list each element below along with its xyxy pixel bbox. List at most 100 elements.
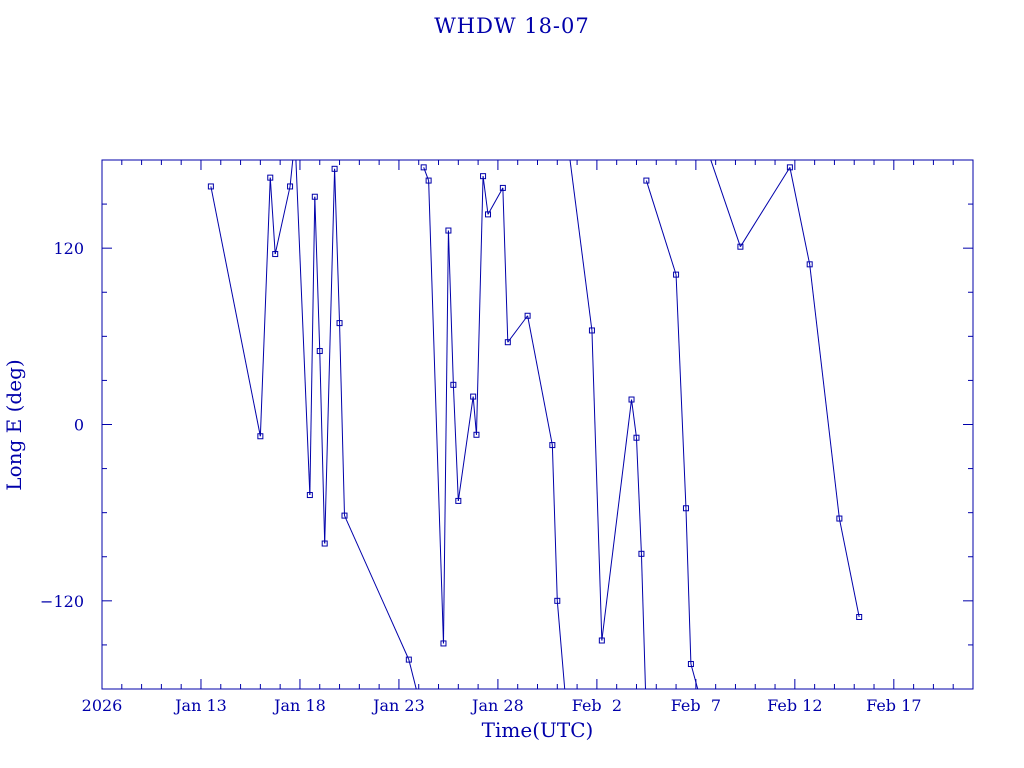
x-tick-label: Feb 17	[866, 696, 921, 715]
plot-frame	[101, 159, 974, 690]
x-tick-label: Feb 7	[671, 696, 721, 715]
y-tick-labels: −120 0 120	[40, 239, 84, 611]
data-point	[470, 393, 477, 400]
series-segment	[334, 168, 341, 324]
data-point	[316, 348, 323, 355]
x-tick-label: Feb 12	[767, 696, 822, 715]
series-segment	[482, 176, 489, 215]
data-point	[420, 164, 427, 171]
series-segment	[319, 351, 326, 544]
series-segment	[675, 274, 687, 509]
series-segment	[710, 160, 741, 247]
data-point	[554, 597, 561, 604]
data-point	[455, 497, 462, 504]
x-tick-label: 2026	[82, 696, 123, 715]
series-segment	[838, 518, 860, 618]
series-segment	[289, 160, 294, 187]
series-segment	[556, 600, 566, 689]
series-segment	[640, 553, 646, 689]
data-point	[336, 320, 343, 327]
series-segment	[452, 384, 459, 501]
x-tick-label: Jan 18	[272, 696, 326, 715]
x-tick-labels: 2026 Jan 13 Jan 18 Jan 23 Jan 28 Feb 2 Feb 7 Fe…	[82, 696, 922, 715]
series-segment	[507, 315, 529, 343]
data-point	[633, 434, 640, 441]
x-axis-label: Time(UTC)	[481, 718, 594, 742]
data-point	[673, 271, 680, 278]
data-point	[687, 661, 694, 668]
series-segment	[645, 180, 677, 275]
data-point	[207, 183, 214, 190]
data-point	[445, 227, 452, 234]
plot-area	[207, 160, 863, 689]
x-tick-label: Jan 13	[173, 696, 227, 715]
series-segment	[809, 264, 840, 519]
data-point	[287, 183, 294, 190]
data-point	[836, 515, 843, 522]
series-segment	[551, 445, 558, 601]
series-segment	[631, 399, 637, 438]
series-segment	[447, 230, 454, 385]
data-point	[331, 165, 338, 172]
series-segment	[309, 196, 316, 496]
data-point	[638, 550, 645, 557]
series-segment	[591, 330, 603, 641]
series-segment	[428, 180, 444, 644]
x-tick-label: Feb 2	[572, 696, 622, 715]
data-point	[598, 637, 605, 644]
series-segment	[527, 315, 553, 446]
series-segment	[690, 663, 699, 689]
series-segment	[789, 167, 811, 265]
series-segment	[502, 187, 509, 343]
series-segment	[472, 396, 477, 435]
series-segment	[685, 508, 692, 665]
data-point	[450, 381, 457, 388]
y-tick-label: 0	[74, 416, 84, 435]
data-point	[524, 312, 531, 319]
series-segment	[314, 196, 321, 352]
data-point	[643, 177, 650, 184]
data-point	[473, 431, 480, 438]
series-segment	[339, 323, 345, 516]
series-segment	[487, 187, 504, 215]
data-point	[628, 396, 635, 403]
data-point	[306, 492, 313, 499]
data-point	[737, 243, 744, 250]
x-tick-label: Jan 23	[371, 696, 425, 715]
data-point	[405, 656, 412, 663]
data-point	[257, 433, 264, 440]
data-point	[856, 613, 863, 620]
series-segment	[442, 230, 449, 644]
series-segment	[344, 515, 410, 660]
series-segment	[601, 399, 633, 641]
x-tick-label: Jan 28	[470, 696, 524, 715]
data-point	[499, 184, 506, 191]
data-point	[480, 173, 487, 180]
data-point	[485, 211, 492, 218]
y-axis-label: Long E (deg)	[2, 359, 26, 491]
data-point	[425, 177, 432, 184]
data-point	[504, 339, 511, 346]
chart-title: WHDW 18-07	[434, 14, 590, 38]
series-segment	[210, 186, 261, 437]
data-point	[311, 193, 318, 200]
series-segment	[739, 167, 791, 247]
data-point	[786, 164, 793, 171]
series-segment	[295, 160, 311, 496]
series-segment	[259, 177, 271, 437]
series-segment	[269, 177, 276, 255]
data-point	[806, 261, 813, 268]
data-point	[272, 251, 279, 258]
series-segment	[324, 168, 336, 544]
series-segment	[274, 186, 291, 255]
y-tick-label: 120	[53, 239, 84, 258]
series-segment	[475, 176, 484, 435]
data-point	[267, 174, 274, 181]
data-point	[341, 512, 348, 519]
axis-ticks	[102, 160, 973, 689]
data-point	[682, 505, 689, 512]
data-point	[440, 640, 447, 647]
series-lines	[210, 160, 860, 689]
y-tick-label: −120	[40, 592, 84, 611]
data-point	[549, 442, 556, 449]
